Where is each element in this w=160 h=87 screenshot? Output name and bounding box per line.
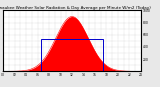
Bar: [41, 39, 103, 71]
Title: Milwaukee Weather Solar Radiation & Day Average per Minute W/m2 (Today): Milwaukee Weather Solar Radiation & Day …: [0, 6, 151, 10]
